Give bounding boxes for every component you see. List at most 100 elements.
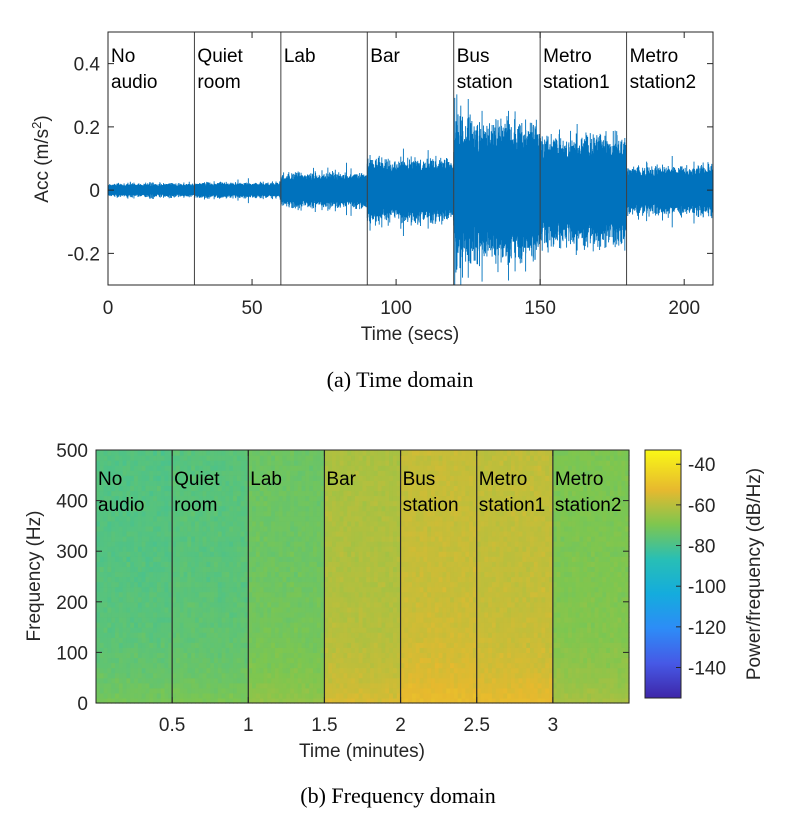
spectrogram-cell [431, 450, 436, 456]
spectrogram-cell [370, 536, 375, 542]
spectrogram-cell [107, 672, 112, 679]
spectrogram-cell [324, 687, 329, 694]
spectrogram-cell [469, 530, 474, 537]
spectrogram-cell [99, 611, 105, 618]
spectrogram-cell [324, 682, 329, 689]
spectrogram-cell [290, 551, 295, 557]
spectrogram-cell [408, 561, 413, 567]
spectrogram-cell [274, 697, 280, 704]
spectrogram-cell [423, 616, 428, 623]
spectrogram-cell [427, 525, 432, 532]
spectrogram-cell [111, 566, 116, 573]
spectrogram-cell [328, 455, 333, 461]
spectrogram-cell [107, 677, 112, 684]
spectrogram-cell [316, 556, 322, 562]
spectrogram-cell [206, 520, 211, 527]
spectrogram-cell [263, 581, 268, 588]
spectrogram-cell [172, 485, 177, 492]
spectrogram-cell [103, 546, 109, 552]
spectrogram-cell [115, 530, 120, 537]
spectrogram-cell [431, 541, 436, 547]
spectrogram-cell [198, 520, 204, 527]
spectrogram-cell [274, 657, 280, 664]
spectrogram-cell [400, 591, 405, 598]
spectrogram-cell [396, 536, 402, 542]
segment-label: No audio [111, 46, 158, 93]
spectrogram-cell [259, 505, 265, 512]
spectrogram-cell [202, 520, 208, 527]
spectrogram-cell [297, 601, 303, 608]
spectrogram-cell [404, 692, 409, 699]
spectrogram-cell [156, 450, 162, 456]
spectrogram-cell [156, 566, 162, 573]
spectrogram-cell [324, 657, 329, 664]
spectrogram-cell [263, 495, 268, 502]
spectrogram-cell [160, 606, 166, 613]
spectrogram-cell [206, 566, 211, 573]
spectrogram-cell [130, 677, 135, 684]
spectrogram-cell [252, 581, 257, 588]
spectrogram-cell [419, 510, 425, 517]
spectrogram-cell [404, 616, 409, 623]
spectrogram-cell [149, 525, 154, 532]
spectrogram-cell [187, 642, 192, 648]
spectrogram-cell [221, 556, 227, 562]
spectrogram-cell [126, 505, 131, 512]
spectrogram-cell [354, 606, 360, 613]
spectrogram-cell [320, 561, 326, 567]
spectrogram-cell [168, 525, 173, 532]
spectrogram-cell [229, 455, 234, 461]
spectrogram-cell [99, 642, 105, 648]
spectrogram-cell [362, 672, 367, 679]
spectrogram-cell [103, 586, 109, 593]
spectrogram-cell [263, 480, 268, 487]
spectrogram-cell [324, 556, 329, 562]
spectrogram-cell [400, 616, 405, 623]
spectrogram-cell [408, 576, 413, 583]
spectrogram-cell [461, 616, 466, 623]
spectrogram-cell [469, 480, 474, 487]
spectrogram-cell [191, 647, 196, 653]
spectrogram-cell [244, 591, 249, 598]
spectrogram-cell [107, 490, 112, 497]
spectrogram-cell [469, 536, 474, 542]
spectrogram-cell [217, 525, 223, 532]
spectrogram-cell [313, 510, 318, 517]
spectrogram-cell [168, 465, 173, 471]
spectrogram-cell [343, 465, 348, 471]
spectrogram-cell [164, 510, 169, 517]
spectrogram-cell [122, 606, 128, 613]
spectrogram-cell [210, 495, 215, 502]
spectrogram-cell [187, 480, 192, 487]
spectrogram-cell [469, 611, 474, 618]
spectrogram-cell [217, 682, 223, 689]
spectrogram-cell [221, 622, 227, 628]
spectrogram-cell [252, 490, 257, 497]
spectrogram-cell [339, 606, 345, 613]
spectrogram-cell [217, 601, 223, 608]
spectrogram-cell [122, 672, 128, 679]
spectrogram-cell [442, 520, 447, 527]
spectrogram-cell [134, 657, 139, 664]
spectrogram-cell [305, 586, 310, 593]
spectrogram-cell [293, 611, 299, 618]
spectrogram-cell [457, 682, 463, 689]
spectrogram-cell [111, 586, 116, 593]
spectrogram-cell [453, 551, 459, 557]
spectrogram-cell [328, 571, 333, 578]
spectrogram-cell [332, 525, 337, 532]
spectrogram-cell [373, 581, 379, 588]
spectrogram-cell [267, 687, 272, 694]
spectrogram-cell [446, 556, 451, 562]
spectrogram-cell [214, 556, 219, 562]
spectrogram-cell [335, 455, 341, 461]
spectrogram-cell [362, 606, 367, 613]
spectrogram-cell [335, 687, 341, 694]
spectrogram-cell [194, 536, 200, 542]
spectrogram-cell [107, 495, 112, 502]
spectrogram-cell [164, 536, 169, 542]
spectrogram-cell [389, 601, 394, 608]
spectrogram-cell [381, 490, 386, 497]
spectrogram-cell [225, 480, 230, 487]
spectrogram-cell [343, 596, 348, 603]
